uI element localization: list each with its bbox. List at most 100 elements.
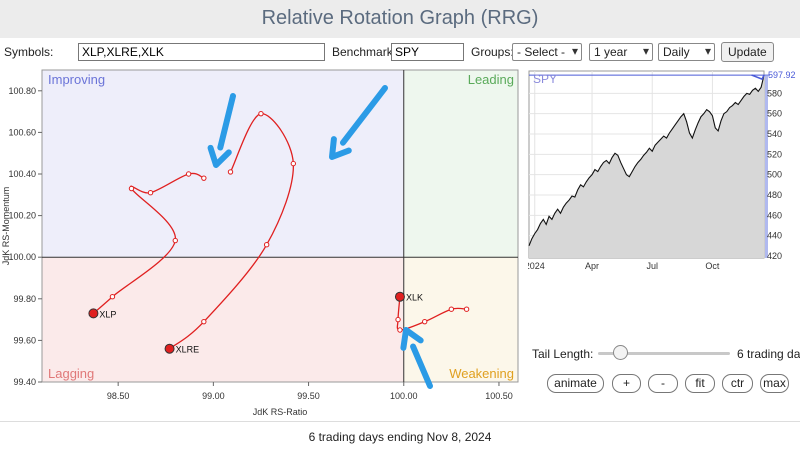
tail-point-xlp xyxy=(109,294,116,300)
controls-bar: Symbols: Benchmark: Groups: - Select - 1… xyxy=(0,40,800,66)
footer-divider xyxy=(0,421,800,422)
annotation-arrow-shaft xyxy=(410,343,433,389)
rrg-plot-frame xyxy=(41,69,519,383)
y-tick-label: 100.40 xyxy=(8,169,36,179)
annotation-arrow-head xyxy=(329,136,352,160)
interval-select-value: Daily xyxy=(663,45,690,59)
y-tick-label: 99.60 xyxy=(13,335,36,345)
benchmark-input[interactable] xyxy=(391,43,464,61)
benchmark-label: Benchmark: xyxy=(332,45,397,59)
tail-point-xlk xyxy=(463,306,470,312)
period-select[interactable]: 1 year xyxy=(589,43,653,61)
x-tick-label: 99.00 xyxy=(202,391,225,401)
update-button[interactable]: Update xyxy=(721,42,774,62)
quadrant-improving xyxy=(42,70,404,258)
spy-chart: SPY 580 560 540 520 500 480 460 440 420 597.92 2024… xyxy=(528,70,796,271)
groups-label: Groups: xyxy=(471,45,514,59)
spy-x-tick-label: 2024 xyxy=(528,261,545,271)
x-axis-label: JdK RS-Ratio xyxy=(253,407,308,417)
tail-point-xlre xyxy=(201,318,207,325)
main-panel: Improving Leading Weakening Lagging 98.50 99.… xyxy=(0,66,800,422)
spy-y-tick-label: 540 xyxy=(767,129,782,139)
annotation-arrow-shaft xyxy=(217,93,236,151)
tail-point-xlp xyxy=(201,175,207,181)
zoom-in-button[interactable]: + xyxy=(612,374,641,393)
quadrant-lagging xyxy=(42,257,404,382)
groups-select-value: - Select - xyxy=(517,45,566,59)
tail-point-xlre xyxy=(258,110,264,117)
y-tick-label: 99.80 xyxy=(13,294,36,304)
quadrant-label-lagging: Lagging xyxy=(48,366,94,381)
period-select-value: 1 year xyxy=(594,45,628,59)
quadrant-label-leading: Leading xyxy=(468,72,514,87)
spy-x-tick-label: Oct xyxy=(705,261,720,271)
center-button[interactable]: ctr xyxy=(722,374,753,393)
tail-length-label: Tail Length: xyxy=(532,347,594,361)
y-axis-label: JdK RS-Momentum xyxy=(1,187,11,266)
x-tick-label: 98.50 xyxy=(107,391,130,401)
tail-point-xlre xyxy=(263,242,270,248)
tail-point-xlk xyxy=(395,316,401,323)
spy-y-tick-label: 420 xyxy=(767,251,782,261)
zoom-out-button[interactable]: - xyxy=(648,374,678,393)
spy-x-tick-label: Jul xyxy=(646,261,658,271)
spy-price-line xyxy=(528,75,765,247)
y-tick-label: 100.60 xyxy=(8,127,36,137)
tail-point-xlk xyxy=(448,306,455,312)
label-xlre: XLRE xyxy=(176,345,200,355)
quadrant-label-weakening: Weakening xyxy=(449,366,514,381)
spy-y-tick-label: 580 xyxy=(767,88,782,98)
animate-button[interactable]: animate xyxy=(547,374,604,393)
tail-length-value: 6 trading days xyxy=(737,347,800,361)
tail-point-xlre xyxy=(227,169,234,175)
quadrant-label-improving: Improving xyxy=(48,72,105,87)
fit-button[interactable]: fit xyxy=(685,374,715,393)
tail-point-xlk xyxy=(422,318,428,325)
tail-point-xlre xyxy=(290,160,297,167)
label-xlk: XLK xyxy=(406,293,423,303)
quadrant-weakening xyxy=(403,257,518,382)
spy-last-value-label: 597.92 xyxy=(768,70,796,80)
y-tick-label: 100.00 xyxy=(8,252,36,262)
footer-caption: 6 trading days ending Nov 8, 2024 xyxy=(308,430,492,444)
spy-y-tick-label: 560 xyxy=(767,109,782,119)
annotation-arrow-shaft xyxy=(339,85,388,146)
quadrant-leading xyxy=(403,70,518,258)
head-xlk xyxy=(394,291,405,302)
y-tick-label: 100.20 xyxy=(8,211,36,221)
spy-volume-bar xyxy=(765,75,768,258)
spy-y-tick-label: 440 xyxy=(767,231,782,241)
x-tick-label: 99.50 xyxy=(297,391,320,401)
groups-select[interactable]: - Select - xyxy=(512,43,582,61)
spy-y-tick-label: 500 xyxy=(767,170,782,180)
tail-length-track[interactable] xyxy=(598,352,730,355)
spy-title: SPY xyxy=(533,72,557,86)
tail-point-xlk xyxy=(397,327,403,333)
spy-x-tick-label: Apr xyxy=(585,261,599,271)
tail-point-xlp xyxy=(185,171,192,177)
symbols-label: Symbols: xyxy=(4,45,54,59)
spy-y-tick-label: 460 xyxy=(767,210,782,220)
spy-y-tick-label: 520 xyxy=(767,149,782,159)
rrg-chart: Improving Leading Weakening Lagging 98.50 99.… xyxy=(1,69,519,417)
y-tick-label: 100.80 xyxy=(8,86,36,96)
x-tick-label: 100.50 xyxy=(485,391,513,401)
annotation-arrow-head xyxy=(207,144,232,168)
page-title: Relative Rotation Graph (RRG) xyxy=(261,7,539,29)
spy-area xyxy=(529,75,764,259)
spy-y-tick-label: 480 xyxy=(767,190,782,200)
tail-length-slider-handle[interactable] xyxy=(612,345,628,360)
head-xlre xyxy=(164,343,175,354)
spy-recent-line xyxy=(751,74,765,81)
x-tick-label: 100.00 xyxy=(390,391,418,401)
y-tick-label: 99.40 xyxy=(13,377,36,387)
head-xlp xyxy=(88,308,99,319)
max-button[interactable]: max xyxy=(760,374,789,393)
symbols-input[interactable] xyxy=(78,43,325,61)
tail-point-xlp xyxy=(147,190,154,196)
tail-point-xlp xyxy=(172,237,178,244)
tail-point-xlp xyxy=(128,185,135,192)
label-xlp: XLP xyxy=(99,309,116,319)
interval-select[interactable]: Daily xyxy=(658,43,715,61)
annotation-arrow-head xyxy=(400,327,424,351)
